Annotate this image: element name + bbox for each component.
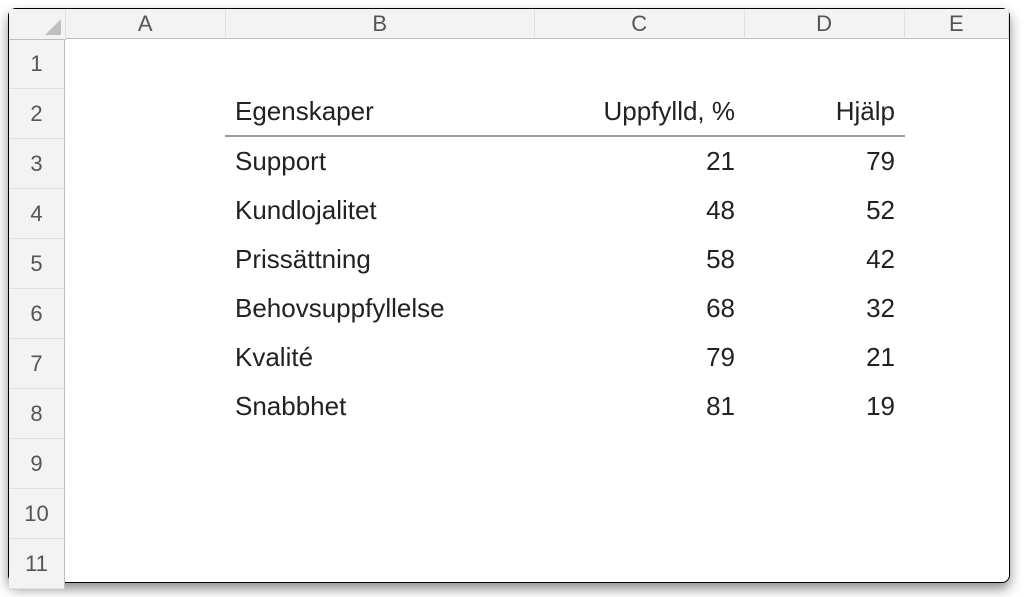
row-header-5[interactable]: 5: [9, 239, 65, 289]
col-header-D[interactable]: D: [745, 9, 905, 39]
row-header-1[interactable]: 1: [9, 39, 65, 89]
cell-D4[interactable]: 52: [745, 186, 905, 235]
cell-C3[interactable]: 21: [535, 137, 745, 186]
row-header-4[interactable]: 4: [9, 189, 65, 239]
cell-D11[interactable]: [745, 529, 905, 578]
cells-area: Egenskaper Uppfylld, % Hjälp Support 21 …: [65, 39, 1009, 589]
col-header-C[interactable]: C: [535, 9, 745, 39]
row-2: Egenskaper Uppfylld, % Hjälp: [65, 88, 1009, 137]
row-7: Kvalité 79 21: [65, 333, 1009, 382]
cell-E2[interactable]: [905, 88, 1009, 137]
cell-B8[interactable]: Snabbhet: [225, 382, 535, 431]
cell-D10[interactable]: [745, 480, 905, 529]
cell-A10[interactable]: [65, 480, 225, 529]
cell-E1[interactable]: [905, 39, 1009, 88]
column-headers-row: A B C D E: [9, 9, 1009, 39]
row-6: Behovsuppfyllelse 68 32: [65, 284, 1009, 333]
cell-B11[interactable]: [225, 529, 535, 578]
cell-D7[interactable]: 21: [745, 333, 905, 382]
row-header-10[interactable]: 10: [9, 489, 65, 539]
cell-C2[interactable]: Uppfylld, %: [535, 88, 745, 137]
cell-B9[interactable]: [225, 431, 535, 480]
cell-E3[interactable]: [905, 137, 1009, 186]
col-header-A[interactable]: A: [66, 9, 226, 39]
row-5: Prissättning 58 42: [65, 235, 1009, 284]
cell-E4[interactable]: [905, 186, 1009, 235]
cell-B4[interactable]: Kundlojalitet: [225, 186, 535, 235]
cell-A11[interactable]: [65, 529, 225, 578]
row-header-6[interactable]: 6: [9, 289, 65, 339]
row-header-3[interactable]: 3: [9, 139, 65, 189]
row-9: [65, 431, 1009, 480]
row-headers-col: 1 2 3 4 5 6 7 8 9 10 11: [9, 39, 65, 589]
cell-B7[interactable]: Kvalité: [225, 333, 535, 382]
cell-D3[interactable]: 79: [745, 137, 905, 186]
cell-D1[interactable]: [745, 39, 905, 88]
cell-C1[interactable]: [535, 39, 745, 88]
cell-C9[interactable]: [535, 431, 745, 480]
cell-A5[interactable]: [65, 235, 225, 284]
row-4: Kundlojalitet 48 52: [65, 186, 1009, 235]
cell-E11[interactable]: [905, 529, 1009, 578]
cell-E8[interactable]: [905, 382, 1009, 431]
row-header-8[interactable]: 8: [9, 389, 65, 439]
spreadsheet-window: A B C D E 1 2 3 4 5 6 7 8 9 10 11: [8, 8, 1010, 583]
cell-C7[interactable]: 79: [535, 333, 745, 382]
cell-D8[interactable]: 19: [745, 382, 905, 431]
cell-A1[interactable]: [65, 39, 225, 88]
cell-C8[interactable]: 81: [535, 382, 745, 431]
cell-B5[interactable]: Prissättning: [225, 235, 535, 284]
cell-D6[interactable]: 32: [745, 284, 905, 333]
row-10: [65, 480, 1009, 529]
cell-D2[interactable]: Hjälp: [745, 88, 905, 137]
cell-B3[interactable]: Support: [225, 137, 535, 186]
cell-B10[interactable]: [225, 480, 535, 529]
cell-E10[interactable]: [905, 480, 1009, 529]
row-header-2[interactable]: 2: [9, 89, 65, 139]
cell-C6[interactable]: 68: [535, 284, 745, 333]
cell-B2[interactable]: Egenskaper: [225, 88, 535, 137]
row-1: [65, 39, 1009, 88]
cell-A8[interactable]: [65, 382, 225, 431]
cell-C5[interactable]: 58: [535, 235, 745, 284]
cell-A7[interactable]: [65, 333, 225, 382]
cell-E7[interactable]: [905, 333, 1009, 382]
row-3: Support 21 79: [65, 137, 1009, 186]
cell-B1[interactable]: [225, 39, 535, 88]
cell-A4[interactable]: [65, 186, 225, 235]
col-header-E[interactable]: E: [905, 9, 1009, 39]
cell-E9[interactable]: [905, 431, 1009, 480]
cell-A3[interactable]: [65, 137, 225, 186]
cell-D9[interactable]: [745, 431, 905, 480]
cell-A2[interactable]: [65, 88, 225, 137]
cell-E6[interactable]: [905, 284, 1009, 333]
cell-D5[interactable]: 42: [745, 235, 905, 284]
row-header-7[interactable]: 7: [9, 339, 65, 389]
cell-C11[interactable]: [535, 529, 745, 578]
cell-C4[interactable]: 48: [535, 186, 745, 235]
cell-C10[interactable]: [535, 480, 745, 529]
col-header-B[interactable]: B: [226, 9, 535, 39]
cell-B6[interactable]: Behovsuppfyllelse: [225, 284, 535, 333]
row-8: Snabbhet 81 19: [65, 382, 1009, 431]
select-all-corner[interactable]: [9, 9, 66, 40]
cell-A6[interactable]: [65, 284, 225, 333]
cell-A9[interactable]: [65, 431, 225, 480]
row-header-9[interactable]: 9: [9, 439, 65, 489]
cell-E5[interactable]: [905, 235, 1009, 284]
row-header-11[interactable]: 11: [9, 539, 65, 589]
row-11: [65, 529, 1009, 578]
